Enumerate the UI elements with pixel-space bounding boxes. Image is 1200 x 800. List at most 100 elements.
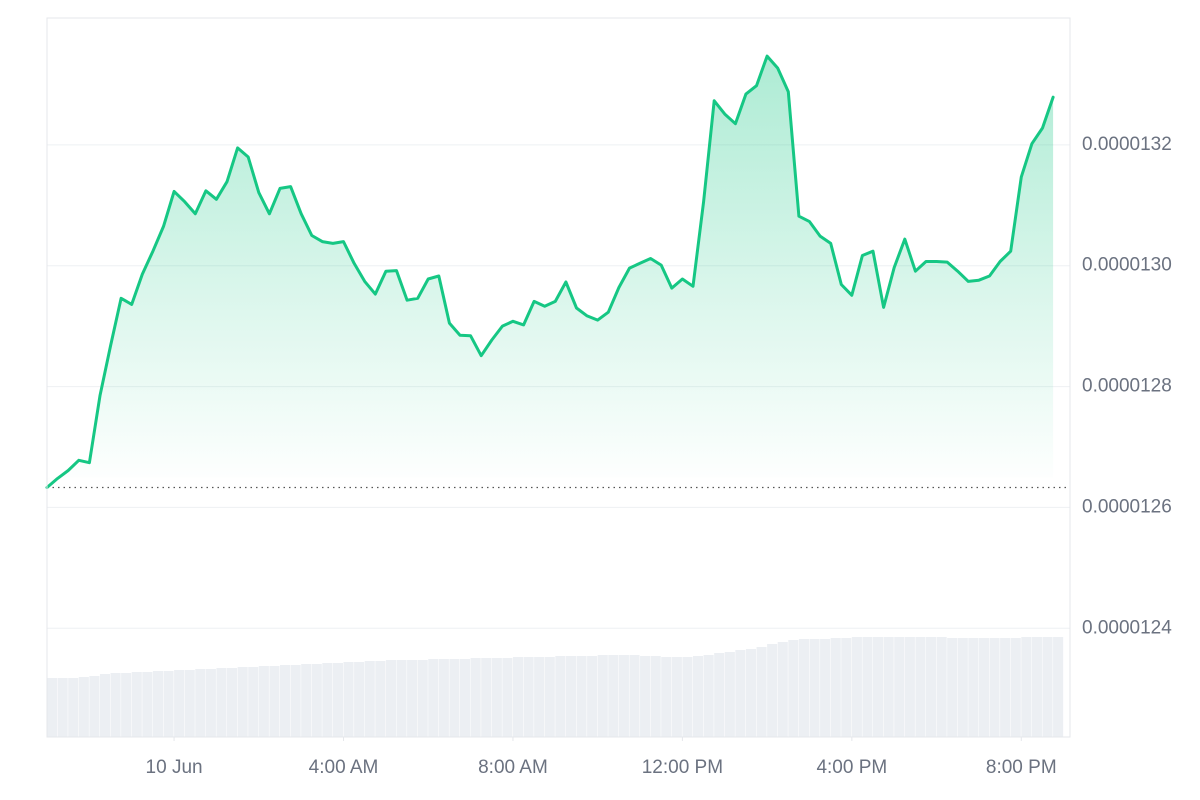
volume-bar — [99, 674, 111, 737]
volume-bar — [110, 673, 121, 737]
data-layer — [45, 54, 1070, 489]
y-tick-label: 0.0000124 — [1082, 617, 1172, 638]
volume-bar — [142, 672, 153, 737]
volume-bar — [565, 656, 577, 737]
label-layer: 0.0000124 0.0000126 0.0000128 0.0000130 0.00… — [146, 134, 1173, 778]
volume-bar — [512, 657, 524, 737]
volume-bar — [78, 677, 89, 737]
volume-bar — [544, 657, 555, 737]
volume-bar — [470, 658, 481, 737]
volume-bar — [332, 663, 344, 737]
volume-bar — [174, 670, 185, 737]
volume-bar — [883, 637, 894, 737]
volume-bar — [661, 657, 672, 737]
volume-bar — [925, 637, 937, 737]
volume-bar — [968, 638, 979, 737]
volume-bar — [449, 659, 460, 737]
volume-bar — [745, 649, 757, 737]
volume-bar — [248, 667, 259, 737]
volume-bar — [798, 639, 809, 737]
volume-bar — [216, 668, 227, 737]
volume-bar — [396, 660, 407, 737]
volume-bar — [131, 672, 142, 737]
volume-bar — [1031, 637, 1042, 737]
volume-bar — [1021, 637, 1032, 737]
volume-bar — [152, 671, 163, 737]
volume-bar — [460, 659, 471, 737]
volume-bar — [756, 647, 767, 737]
volume-bar — [830, 638, 841, 737]
volume-bar — [1010, 638, 1021, 737]
volume-bar — [205, 669, 216, 737]
volume-bar — [788, 640, 799, 737]
y-tick-label: 0.0000126 — [1082, 496, 1172, 517]
volume-bar — [873, 637, 884, 737]
volume-bar — [671, 657, 682, 737]
volume-bar — [703, 655, 714, 737]
price-area — [47, 56, 1054, 488]
volume-bar — [184, 670, 195, 737]
volume-bar — [417, 660, 428, 737]
volume-bar — [862, 637, 873, 737]
volume-bar — [904, 637, 915, 737]
y-tick-label: 0.0000130 — [1082, 255, 1172, 276]
x-tick-label: 4:00 PM — [816, 757, 887, 778]
volume-bar — [502, 658, 513, 737]
volume-bar — [163, 671, 174, 737]
volume-bar — [438, 659, 449, 737]
volume-bar — [322, 663, 333, 737]
volume-bar — [481, 658, 492, 737]
volume-bar — [640, 656, 651, 737]
volume-bar — [576, 656, 587, 737]
volume-bar — [343, 662, 354, 737]
volume-bar — [258, 666, 269, 737]
volume-bar — [534, 657, 545, 737]
volume-bar — [915, 637, 926, 737]
volume-bar — [57, 678, 68, 737]
volume-bar — [89, 676, 100, 737]
volume-bar — [608, 655, 619, 737]
price-line — [45, 54, 1055, 489]
volume-bar — [311, 664, 322, 737]
x-tick-label: 10 Jun — [146, 757, 203, 778]
volume-bar — [1042, 637, 1053, 737]
volume-bar — [692, 656, 704, 737]
x-tick-label: 12:00 PM — [642, 757, 723, 778]
y-tick-label: 0.0000128 — [1082, 376, 1172, 397]
volume-bar — [269, 666, 280, 737]
volume-bar — [385, 660, 396, 737]
volume-bar — [851, 637, 862, 737]
volume-bar — [47, 678, 58, 737]
y-tick-label: 0.0000132 — [1082, 134, 1172, 155]
volume-bar — [936, 637, 947, 737]
volume-bar — [364, 661, 375, 737]
volume-bar — [523, 657, 534, 737]
volume-bar — [407, 660, 418, 737]
volume-bar — [597, 655, 608, 737]
volume-bar — [301, 664, 312, 737]
volume-bar — [767, 644, 778, 737]
volume-bar — [121, 673, 132, 737]
volume-bar — [820, 639, 831, 737]
volume-layer — [47, 637, 1064, 737]
volume-bar — [650, 656, 661, 737]
volume-bar — [957, 638, 968, 737]
volume-bar — [989, 638, 1000, 737]
volume-bar — [587, 656, 598, 737]
x-tick-label: 8:00 AM — [478, 757, 548, 778]
volume-bar — [375, 661, 386, 737]
volume-bar — [724, 652, 735, 737]
volume-bar — [978, 638, 990, 737]
volume-bar — [894, 637, 905, 737]
volume-bar — [1053, 637, 1064, 737]
volume-bar — [555, 656, 566, 737]
volume-bar — [809, 639, 820, 737]
volume-bar — [735, 650, 746, 737]
volume-bar — [195, 669, 206, 737]
volume-bar — [841, 638, 852, 737]
volume-bar — [279, 665, 291, 737]
x-tick-label: 4:00 AM — [309, 757, 379, 778]
volume-bar — [682, 657, 693, 737]
volume-bar — [947, 638, 958, 737]
